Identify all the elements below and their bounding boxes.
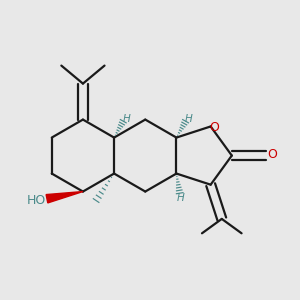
Polygon shape (46, 191, 83, 203)
Text: H: H (177, 194, 184, 203)
Text: O: O (210, 121, 220, 134)
Text: H: H (185, 114, 193, 124)
Text: H: H (123, 114, 130, 124)
Text: HO: HO (27, 194, 46, 207)
Text: O: O (267, 148, 277, 161)
